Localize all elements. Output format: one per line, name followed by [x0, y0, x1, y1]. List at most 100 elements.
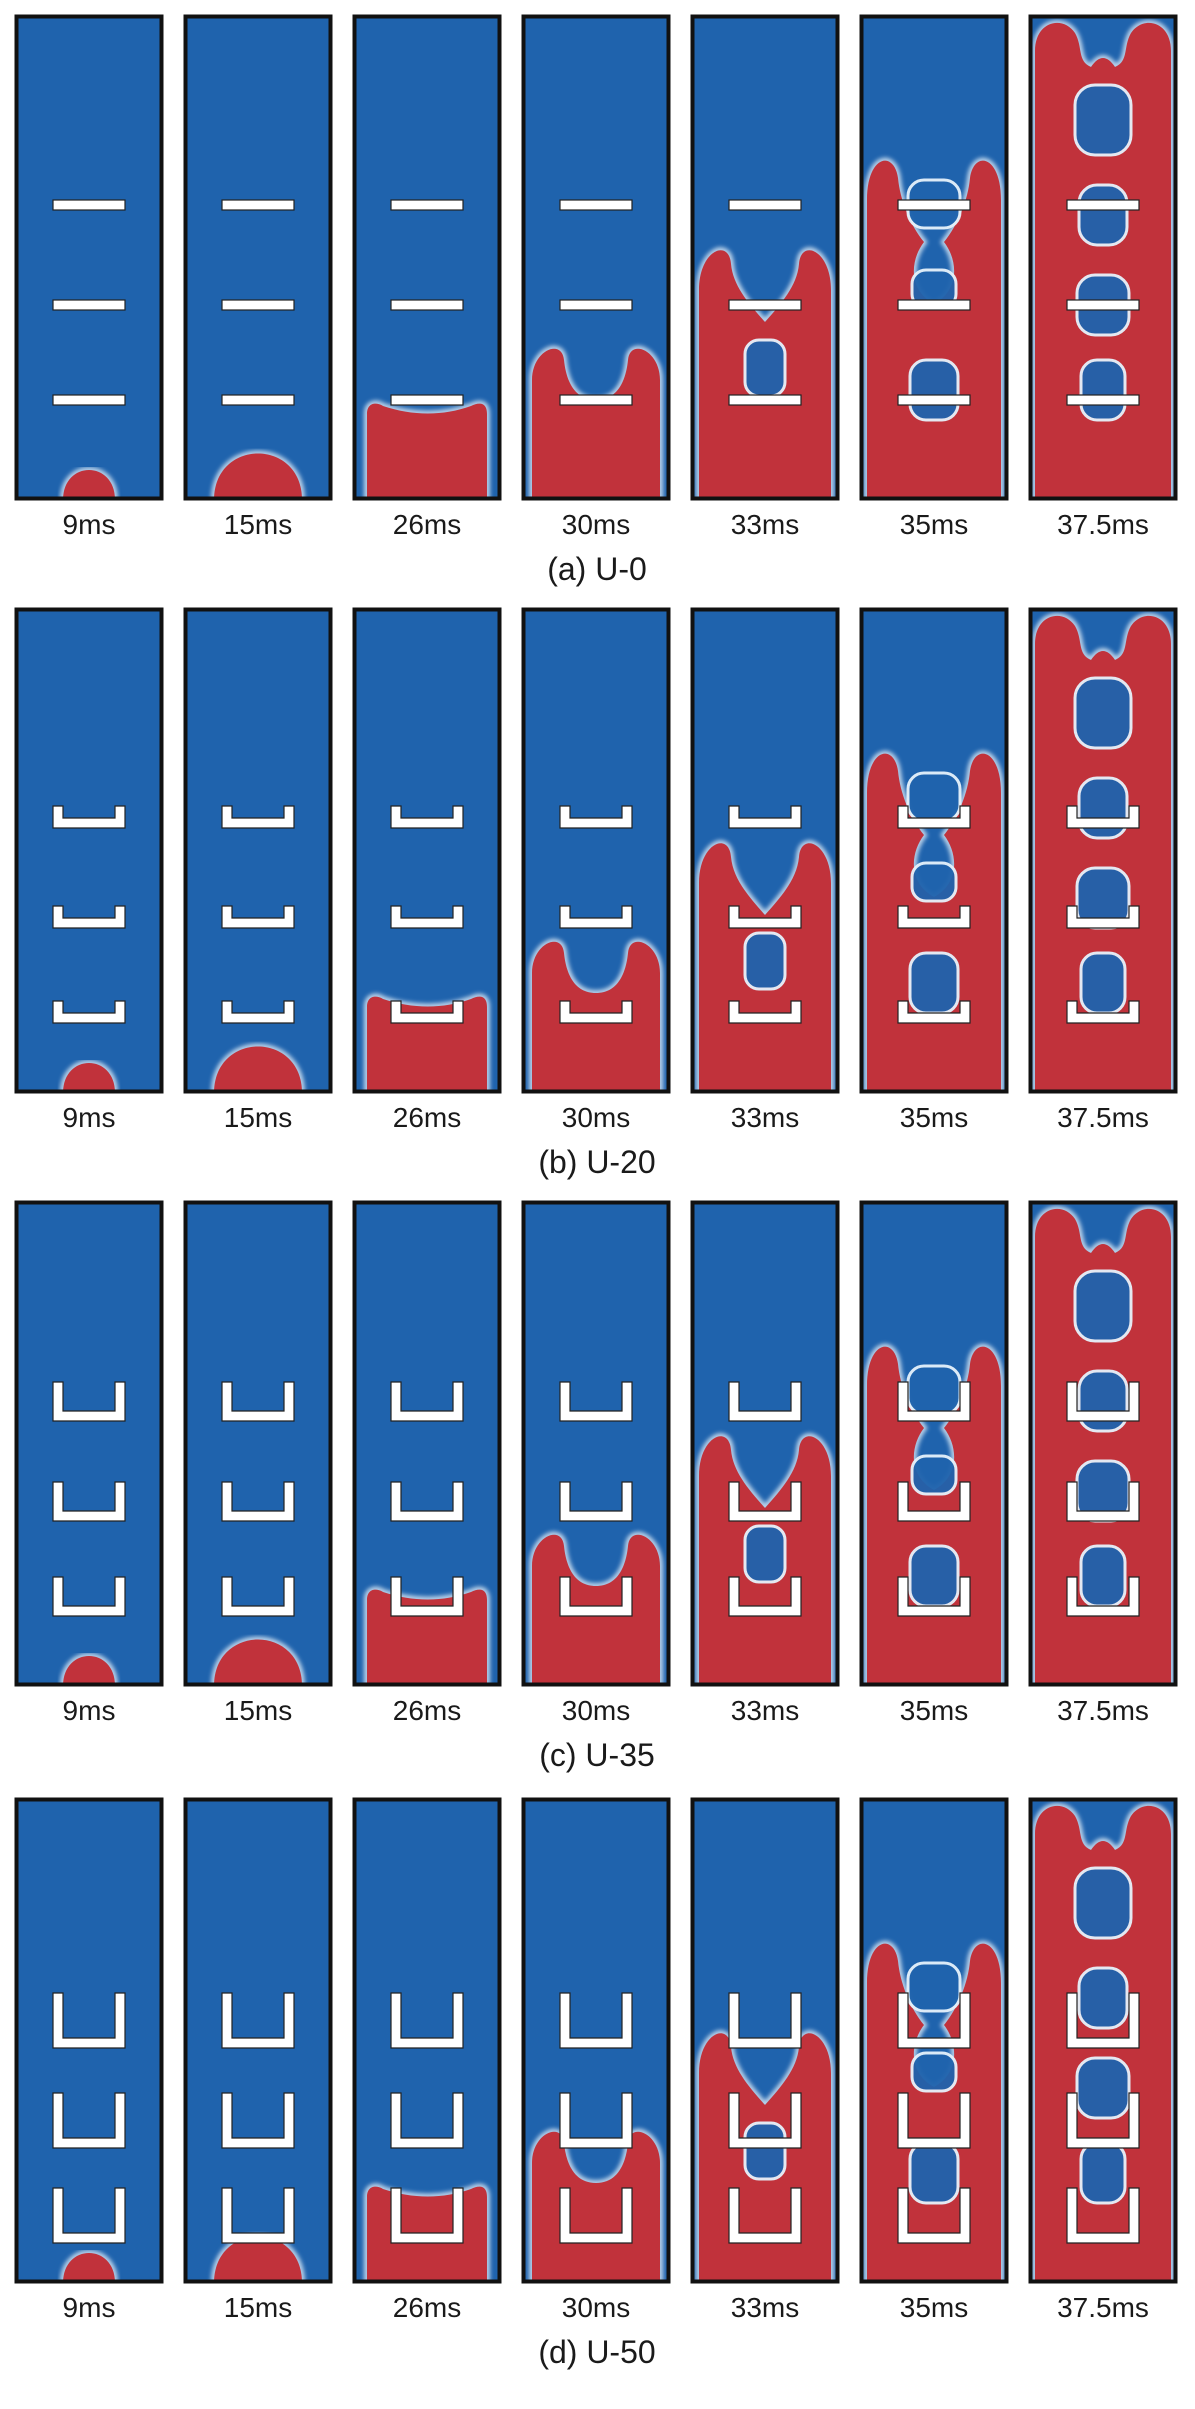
obstacle — [221, 1992, 295, 2049]
obstacle — [1066, 299, 1140, 311]
snapshot-panel — [521, 1797, 671, 2284]
panel-frame — [521, 1797, 671, 2284]
time-label: 9ms — [63, 1102, 116, 1133]
result-row: 9ms 15ms 26ms 30ms 33ms 35ms 37.5ms (d) U-50 — [14, 1797, 1178, 2370]
gas-bubble — [214, 1046, 302, 1093]
liquid-region — [15, 608, 163, 1093]
snapshot-panel — [521, 1200, 671, 1687]
panel-frame — [14, 1200, 164, 1687]
liquid-pocket — [1079, 1544, 1127, 1608]
time-label: 26ms — [393, 1695, 461, 1726]
obstacle — [52, 1481, 126, 1522]
panel-frame — [690, 607, 840, 1094]
time-label: 15ms — [224, 509, 292, 540]
obstacle — [390, 2092, 464, 2149]
liquid-pocket — [910, 1454, 958, 1496]
snapshot-panel — [690, 1797, 840, 2284]
obstacle — [897, 1576, 971, 1617]
liquid-region — [184, 608, 332, 1093]
liquid-region — [184, 1201, 332, 1686]
time-label: 37.5ms — [1057, 1102, 1149, 1133]
time-label: 33ms — [731, 1102, 799, 1133]
obstacle — [559, 394, 633, 406]
obstacle — [390, 1381, 464, 1422]
snapshot-panel — [183, 1200, 333, 1687]
obstacle — [559, 905, 633, 929]
time-label: 33ms — [731, 2292, 799, 2323]
time-label: 26ms — [393, 509, 461, 540]
obstacle — [559, 2187, 633, 2244]
obstacle — [52, 905, 126, 929]
gas-bubble — [214, 1639, 302, 1686]
gas-bubble — [1035, 22, 1171, 500]
obstacle — [52, 1992, 126, 2049]
obstacle — [52, 394, 126, 406]
obstacle — [728, 2187, 802, 2244]
obstacle — [221, 1576, 295, 1617]
liquid-pocket — [906, 1961, 962, 2013]
liquid-pocket — [743, 338, 787, 398]
obstacle — [221, 1000, 295, 1024]
liquid-pocket — [1077, 1966, 1129, 2030]
obstacle — [559, 1576, 633, 1617]
obstacle — [390, 2187, 464, 2244]
result-row: 9ms 15ms 26ms 30ms 33ms 35ms 37.5ms (b) U-20 — [14, 607, 1178, 1180]
panel-frame — [183, 607, 333, 1094]
liquid-region — [15, 1201, 163, 1686]
gas-bubble — [532, 2131, 660, 2283]
time-label: 15ms — [224, 1102, 292, 1133]
time-label: 35ms — [900, 2292, 968, 2323]
snapshot-panel — [352, 1200, 502, 1687]
snapshot-panel — [859, 14, 1009, 501]
obstacle — [390, 1481, 464, 1522]
time-label: 9ms — [63, 509, 116, 540]
snapshot-panel — [859, 1200, 1009, 1687]
gas-bubble — [63, 1063, 115, 1093]
time-label: 15ms — [224, 2292, 292, 2323]
panel-frame — [352, 1200, 502, 1687]
obstacle — [1066, 1381, 1140, 1422]
obstacle — [52, 299, 126, 311]
obstacle — [390, 805, 464, 829]
snapshot-panel — [183, 14, 333, 501]
obstacle — [559, 1000, 633, 1024]
gas-bubble — [63, 1656, 115, 1686]
liquid-pocket — [1077, 183, 1129, 247]
time-label: 9ms — [63, 2292, 116, 2323]
obstacle — [897, 2187, 971, 2244]
obstacle — [1066, 2092, 1140, 2149]
obstacle — [1066, 1992, 1140, 2049]
time-label: 30ms — [562, 509, 630, 540]
snapshot-panel — [14, 1200, 164, 1687]
panel-frame — [690, 1797, 840, 2284]
snapshot-panel — [859, 1797, 1009, 2284]
panel-frame — [14, 607, 164, 1094]
panel-frame — [521, 607, 671, 1094]
obstacle — [897, 199, 971, 211]
obstacle — [1066, 394, 1140, 406]
liquid-pocket — [743, 2121, 787, 2181]
time-label: 30ms — [562, 1102, 630, 1133]
liquid-pocket — [906, 771, 962, 823]
obstacle — [221, 199, 295, 211]
obstacle — [897, 2092, 971, 2149]
snapshot-panel — [690, 14, 840, 501]
gas-bubble — [1035, 1208, 1171, 1686]
obstacle — [221, 805, 295, 829]
liquid-pocket — [906, 1364, 962, 1416]
obstacle — [559, 805, 633, 829]
obstacle — [897, 1381, 971, 1422]
gas-bubble — [367, 403, 487, 500]
snapshot-panel — [1028, 1797, 1178, 2284]
liquid-pocket — [1073, 83, 1133, 157]
time-label: 37.5ms — [1057, 1695, 1149, 1726]
obstacle — [559, 199, 633, 211]
obstacle — [390, 905, 464, 929]
obstacle — [52, 199, 126, 211]
panel-frame — [690, 1200, 840, 1687]
liquid-pocket — [743, 931, 787, 991]
row-caption: (a) U-0 — [547, 551, 647, 587]
obstacle — [897, 1481, 971, 1522]
obstacle — [897, 1000, 971, 1024]
